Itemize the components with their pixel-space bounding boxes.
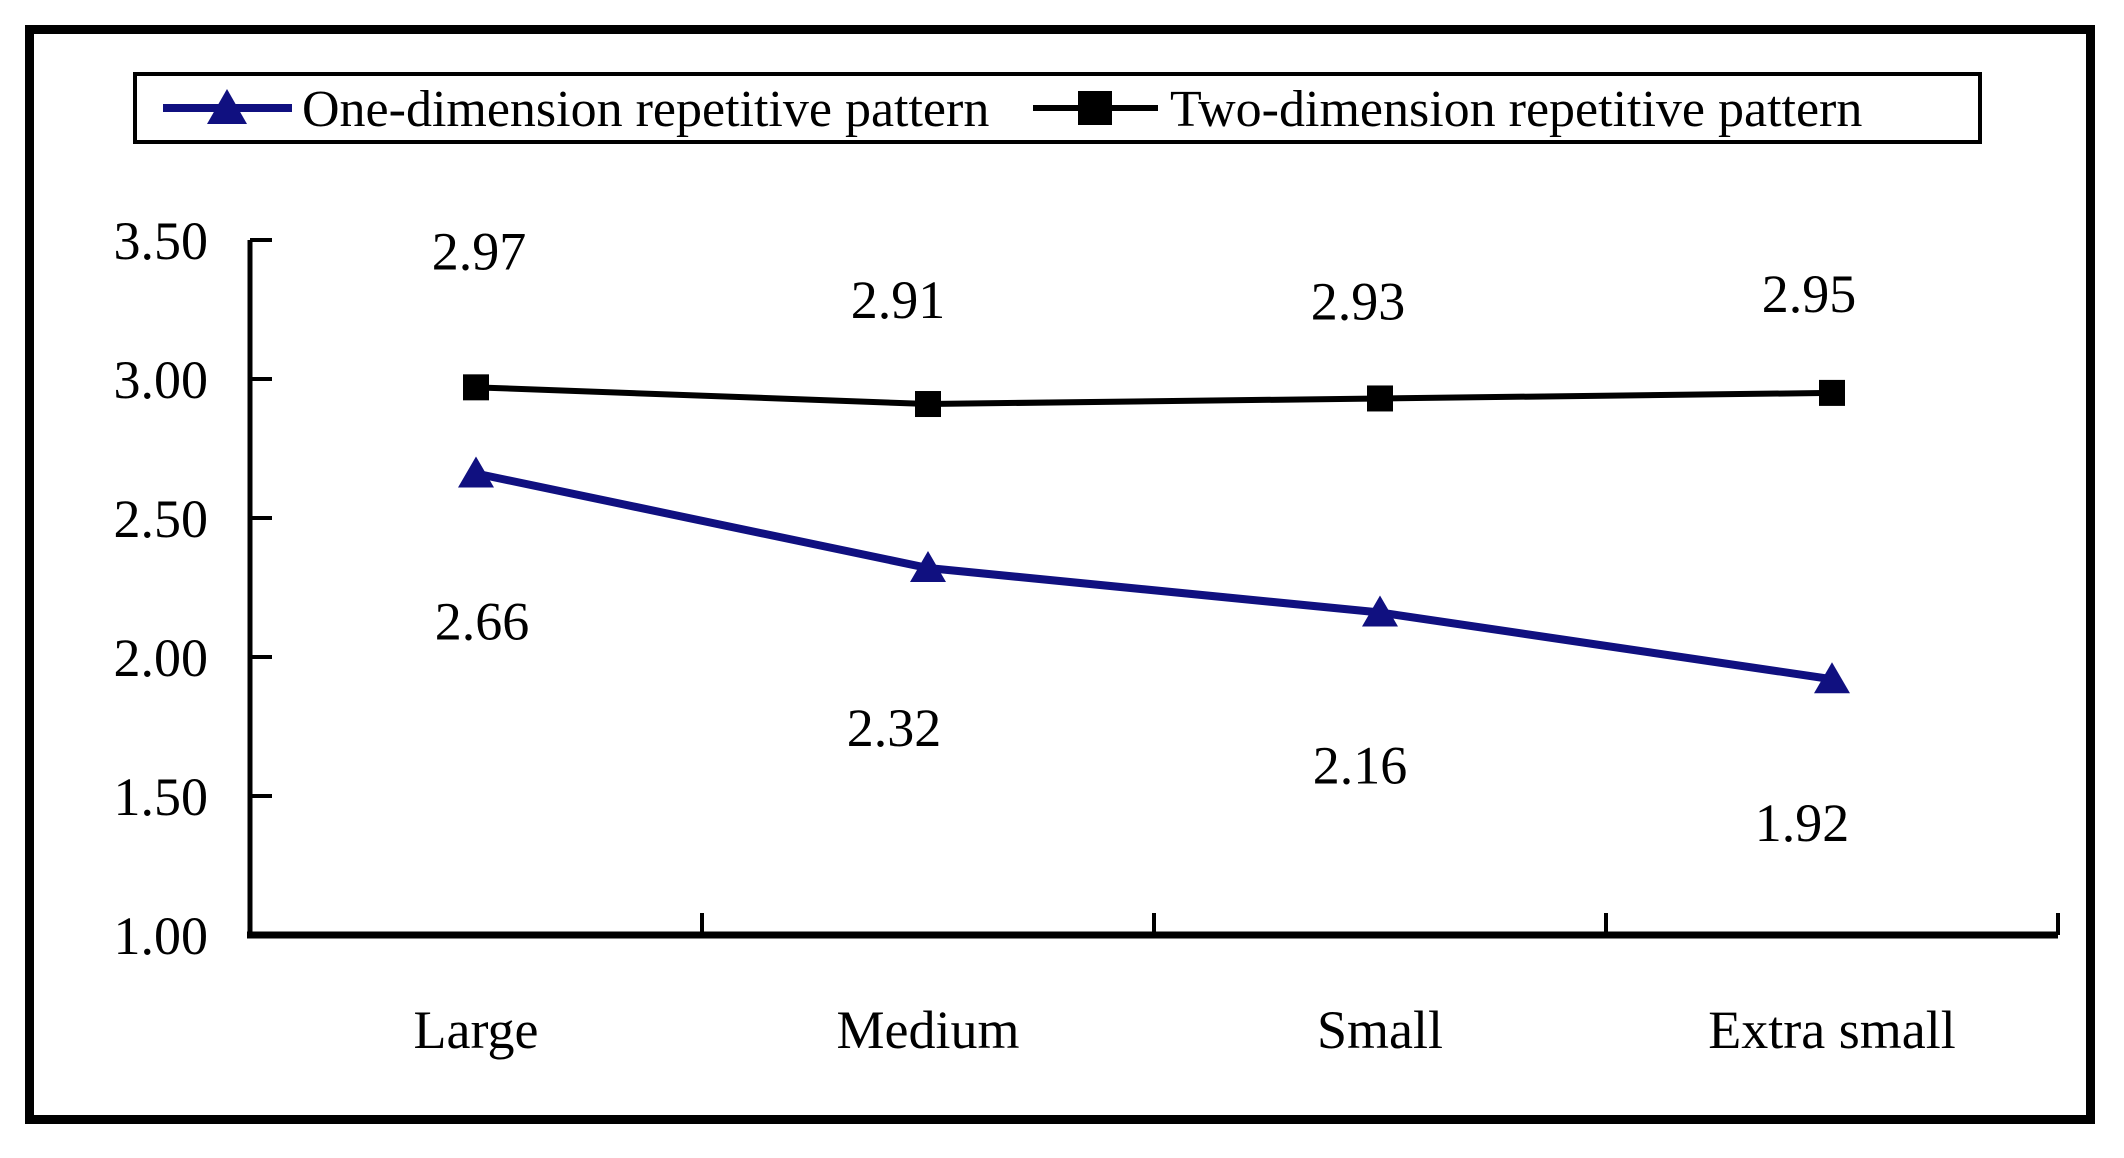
y-axis-tick-label: 3.50: [114, 211, 209, 271]
x-axis-category-label: Extra small: [1708, 1000, 1955, 1060]
square-marker-icon: [1819, 379, 1845, 406]
data-label: 2.93: [1311, 271, 1406, 331]
triangle-marker-icon: [1814, 662, 1850, 694]
x-axis-category-label: Small: [1317, 1000, 1443, 1060]
plot-area: 3.50 3.00 2.50 2.00 1.50 1.00 Large Medium Small…: [114, 211, 2060, 1060]
triangle-marker-icon: [458, 456, 494, 488]
legend: One-dimension repetitive pattern Two-dim…: [133, 72, 1982, 144]
series-line-two-dimension: [475, 384, 1833, 408]
legend-label-one-dimension: One-dimension repetitive pattern: [302, 81, 989, 138]
square-marker-icon: [1078, 91, 1112, 125]
y-axis-tick-label: 1.00: [114, 906, 209, 966]
y-axis-tick-label: 1.50: [114, 767, 209, 827]
legend-item-one-dimension: One-dimension repetitive pattern: [163, 81, 989, 138]
legend-label-two-dimension: Two-dimension repetitive pattern: [1170, 81, 1862, 138]
legend-item-two-dimension: Two-dimension repetitive pattern: [1033, 81, 1862, 138]
data-label: 2.95: [1762, 264, 1857, 324]
square-marker-icon: [915, 391, 941, 418]
data-label: 2.32: [847, 698, 942, 758]
triangle-marker-icon: [207, 89, 247, 124]
x-axis-category-label: Large: [414, 1000, 539, 1060]
square-marker-icon: [463, 374, 489, 401]
legend-border: [133, 72, 1982, 144]
y-axis-tick-label: 2.00: [114, 628, 209, 688]
y-axis-tick-label: 3.00: [114, 350, 209, 410]
square-marker-icon: [1367, 385, 1393, 412]
data-label: 2.66: [435, 592, 530, 652]
data-label: 2.16: [1313, 736, 1408, 796]
series-line-one-dimension: [475, 469, 1833, 684]
x-axis-category-label: Medium: [837, 1000, 1020, 1060]
data-label: 2.97: [432, 221, 527, 281]
chart-border: [25, 25, 2095, 1124]
data-label: 1.92: [1755, 793, 1850, 853]
triangle-marker-icon: [1362, 595, 1398, 627]
triangle-marker-icon: [910, 551, 946, 583]
data-label: 2.91: [851, 270, 946, 330]
y-axis-tick-label: 2.50: [114, 489, 209, 549]
